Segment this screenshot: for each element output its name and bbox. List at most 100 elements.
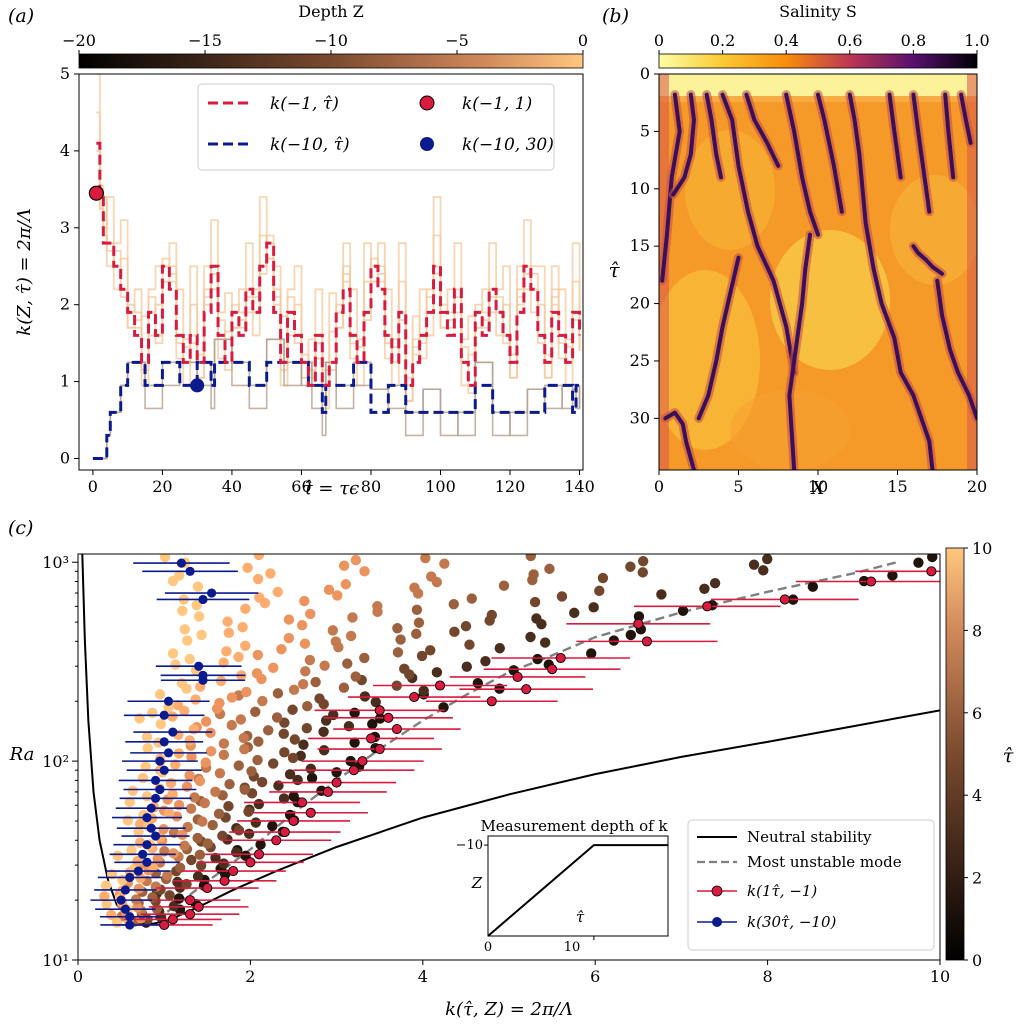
sim-dot [569, 607, 580, 619]
sim-dot [182, 821, 193, 833]
sim-dot [544, 563, 555, 575]
colorbar-a-tick-label-1: −15 [188, 31, 222, 50]
sim-dot [301, 723, 313, 734]
colorbar-a-ticks: −20 −15 −10 −5 0 [62, 31, 588, 54]
panel-c: 0 2 4 6 8 10 10¹ 10² 10³ k(τ̂, Z) = 2π/Λ Ra 0 2 4 6… [9, 539, 1014, 1020]
finger-3 [720, 92, 797, 375]
inset-ylabel: Z [471, 874, 483, 892]
red-measurement-point [185, 895, 196, 906]
sim-dot [243, 806, 254, 817]
blue-measurement-point [168, 727, 178, 737]
inset-origin: 0 [484, 940, 492, 955]
blue-measurement-point [155, 784, 165, 795]
red-measurement-point [331, 777, 342, 788]
marker-k-minus1-1 [88, 185, 104, 201]
legend-c-item-2: k(1τ̂, −1) [747, 882, 817, 900]
colorbar-a-tick-label-0: −20 [62, 31, 96, 50]
x-tick-label-c-5: 10 [930, 967, 950, 986]
axis-ticks-a: 0 20 40 60 80 100 120 140 0 1 2 3 4 5 [60, 64, 595, 496]
y-tick-label-b-4: 20 [630, 294, 650, 313]
finger-16 [911, 244, 945, 276]
sim-dot [349, 737, 360, 748]
y-tick-label-c-0: 10¹ [42, 951, 69, 970]
sim-dot [370, 696, 381, 708]
sim-dot [218, 749, 230, 761]
colorbar-c-ticks: 0 2 4 6 8 10 [964, 539, 992, 970]
legend-c-item-3: k(30τ̂, −10) [747, 913, 837, 931]
legend-c-item-0: Neutral stability [747, 828, 872, 846]
sim-dot [367, 718, 378, 730]
sim-dot [177, 605, 188, 617]
panel-b: Salinity S 0 0.2 0.4 0.6 0.8 1.0 0 5 10 15 20 0 5 10… [608, 2, 989, 499]
sim-dot [210, 852, 221, 864]
sim-dot [588, 602, 599, 613]
sim-dot [250, 817, 262, 828]
sim-dot [142, 742, 153, 754]
markers-a [88, 185, 205, 393]
sim-dot [192, 832, 203, 844]
blue-measurement-point [142, 812, 152, 823]
sim-dot [189, 792, 200, 803]
x-tick-label-a-4: 80 [361, 477, 381, 496]
sim-dot [254, 592, 265, 603]
sim-dot [306, 772, 318, 784]
inset: Measurement depth of k Z τ̂ 10 −10 0 [456, 817, 669, 955]
sim-dot [411, 628, 422, 640]
sim-dot [318, 745, 330, 756]
sim-dot [191, 599, 202, 611]
sim-dot [167, 789, 178, 800]
colorbar-c [945, 547, 965, 961]
sim-dot [253, 736, 264, 747]
sim-dot [214, 768, 226, 779]
sim-dot [345, 630, 357, 642]
blue-measurement-point [133, 866, 143, 876]
blue-measurement-point [142, 840, 152, 850]
y-tick-label-a-2: 2 [60, 295, 70, 314]
sim-dot [193, 611, 205, 622]
sim-dot [151, 903, 162, 914]
sim-dot [242, 562, 253, 574]
blue-measurement-point [146, 803, 156, 813]
blue-measurement-point [120, 885, 131, 895]
colorbar-b-tick-label-3: 0.6 [837, 31, 862, 50]
sim-dot [179, 624, 191, 635]
blue-measurement-point [207, 588, 217, 598]
x-tick-label-a-5: 100 [425, 477, 456, 496]
sim-dot [186, 854, 197, 866]
sim-dot [250, 706, 261, 717]
sim-dot [233, 651, 244, 663]
sim-dot [222, 616, 233, 627]
sim-dot [529, 596, 541, 608]
x-tick-label-a-7: 140 [564, 477, 595, 496]
sim-dot [213, 808, 225, 820]
sim-dot [196, 629, 207, 641]
finger-4 [744, 92, 781, 168]
sim-dot [237, 622, 248, 633]
sim-dot [302, 701, 313, 712]
sim-dot [172, 876, 183, 888]
sim-dot [239, 784, 250, 795]
sim-dot [238, 732, 249, 744]
sim-dot [192, 871, 204, 882]
sim-dot [608, 635, 620, 646]
blue-measurement-point [150, 775, 161, 785]
x-tick-label-b-4: 20 [967, 477, 987, 496]
sim-dot [165, 777, 177, 789]
sim-dot [184, 653, 195, 665]
red-measurement-point [779, 594, 790, 605]
sim-dot [439, 558, 450, 569]
sim-dot [807, 581, 819, 592]
sim-dot [243, 828, 255, 839]
sim-dot [278, 793, 290, 804]
sim-dot [411, 604, 423, 615]
y-tick-label-a-4: 4 [60, 141, 70, 160]
series-k-minus1 [96, 141, 582, 387]
finger-11 [959, 92, 973, 145]
x-tick-label-b-3: 15 [887, 477, 907, 496]
y-tick-label-a-3: 3 [60, 218, 70, 237]
sim-dot [466, 593, 477, 604]
inset-ytick: −10 [456, 838, 483, 853]
sim-dot [296, 619, 308, 631]
sim-dot [289, 734, 300, 745]
sim-dot [288, 684, 300, 695]
